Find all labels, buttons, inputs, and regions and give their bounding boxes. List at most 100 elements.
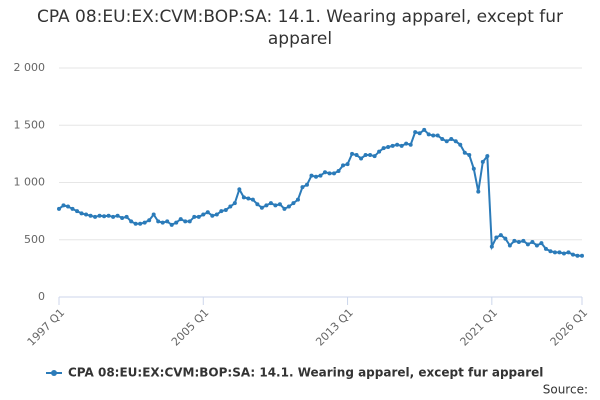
point: [66, 204, 71, 209]
point: [138, 221, 143, 226]
point: [124, 214, 129, 219]
point: [462, 150, 467, 155]
point: [539, 241, 544, 246]
point: [417, 131, 422, 136]
point: [106, 213, 111, 218]
point: [304, 182, 309, 187]
point: [548, 249, 553, 254]
point: [219, 209, 224, 214]
point: [201, 212, 206, 217]
x-tick-label: 2026 Q1: [548, 306, 591, 349]
point: [480, 159, 485, 164]
point: [345, 162, 350, 167]
point: [485, 154, 490, 159]
point: [543, 246, 548, 251]
point: [386, 145, 391, 150]
point: [323, 170, 328, 175]
point: [494, 235, 499, 240]
x-tick-label: 1997 Q1: [25, 306, 68, 349]
x-tick-label: 2021 Q1: [458, 306, 501, 349]
point: [521, 238, 526, 243]
point: [363, 153, 368, 158]
point: [426, 132, 431, 137]
point: [160, 220, 165, 225]
point: [570, 252, 575, 257]
point: [422, 127, 427, 132]
point: [165, 219, 170, 224]
point: [237, 187, 242, 192]
point: [458, 142, 463, 147]
point: [530, 240, 535, 245]
x-tick-label: 2005 Q1: [169, 306, 212, 349]
point: [88, 213, 93, 218]
point: [156, 219, 161, 224]
point: [313, 174, 318, 179]
point: [142, 220, 147, 225]
point: [84, 212, 89, 217]
point: [178, 217, 183, 222]
point: [449, 136, 454, 141]
point: [354, 153, 359, 158]
point: [381, 146, 386, 151]
point: [147, 218, 152, 223]
point: [111, 214, 116, 219]
point: [259, 205, 264, 210]
point: [115, 213, 120, 218]
point: [228, 204, 233, 209]
point: [552, 250, 557, 255]
x-tick-label: 2013 Q1: [313, 306, 356, 349]
point: [192, 214, 197, 219]
chart-title: CPA 08:EU:EX:CVM:BOP:SA: 14.1. Wearing a…: [36, 7, 564, 49]
point: [79, 211, 84, 216]
point: [246, 196, 251, 201]
y-tick-label: 0: [38, 290, 45, 303]
point: [210, 213, 215, 218]
point: [512, 238, 517, 243]
point: [183, 219, 188, 224]
point: [444, 139, 449, 144]
point: [471, 166, 476, 171]
point: [489, 244, 494, 249]
point: [318, 173, 323, 178]
point: [390, 143, 395, 148]
point: [120, 215, 125, 220]
point: [503, 236, 508, 241]
point: [214, 212, 219, 217]
point: [336, 169, 341, 174]
point: [368, 153, 373, 158]
y-tick-label: 1 500: [14, 118, 46, 131]
y-tick-label: 2 000: [14, 61, 46, 74]
point: [467, 153, 472, 158]
point: [102, 214, 107, 219]
point: [187, 219, 192, 224]
point: [534, 243, 539, 248]
point: [395, 142, 400, 147]
point: [151, 212, 156, 217]
point: [268, 201, 273, 206]
point: [232, 201, 237, 206]
point: [408, 142, 413, 147]
point: [453, 139, 458, 144]
y-tick-label: 1 000: [14, 176, 46, 189]
point: [241, 195, 246, 200]
point: [93, 214, 98, 219]
point: [350, 151, 355, 156]
point: [286, 204, 291, 209]
point: [435, 133, 440, 138]
source: Source:: [543, 383, 588, 397]
point: [282, 206, 287, 211]
point: [372, 154, 377, 159]
point: [255, 202, 260, 207]
point: [332, 171, 337, 176]
point: [525, 242, 530, 247]
point: [264, 203, 269, 208]
point: [561, 251, 566, 256]
point: [580, 253, 584, 258]
point: [205, 210, 210, 215]
point: [507, 243, 512, 248]
point: [575, 253, 580, 258]
point: [309, 173, 314, 178]
point: [277, 202, 282, 207]
